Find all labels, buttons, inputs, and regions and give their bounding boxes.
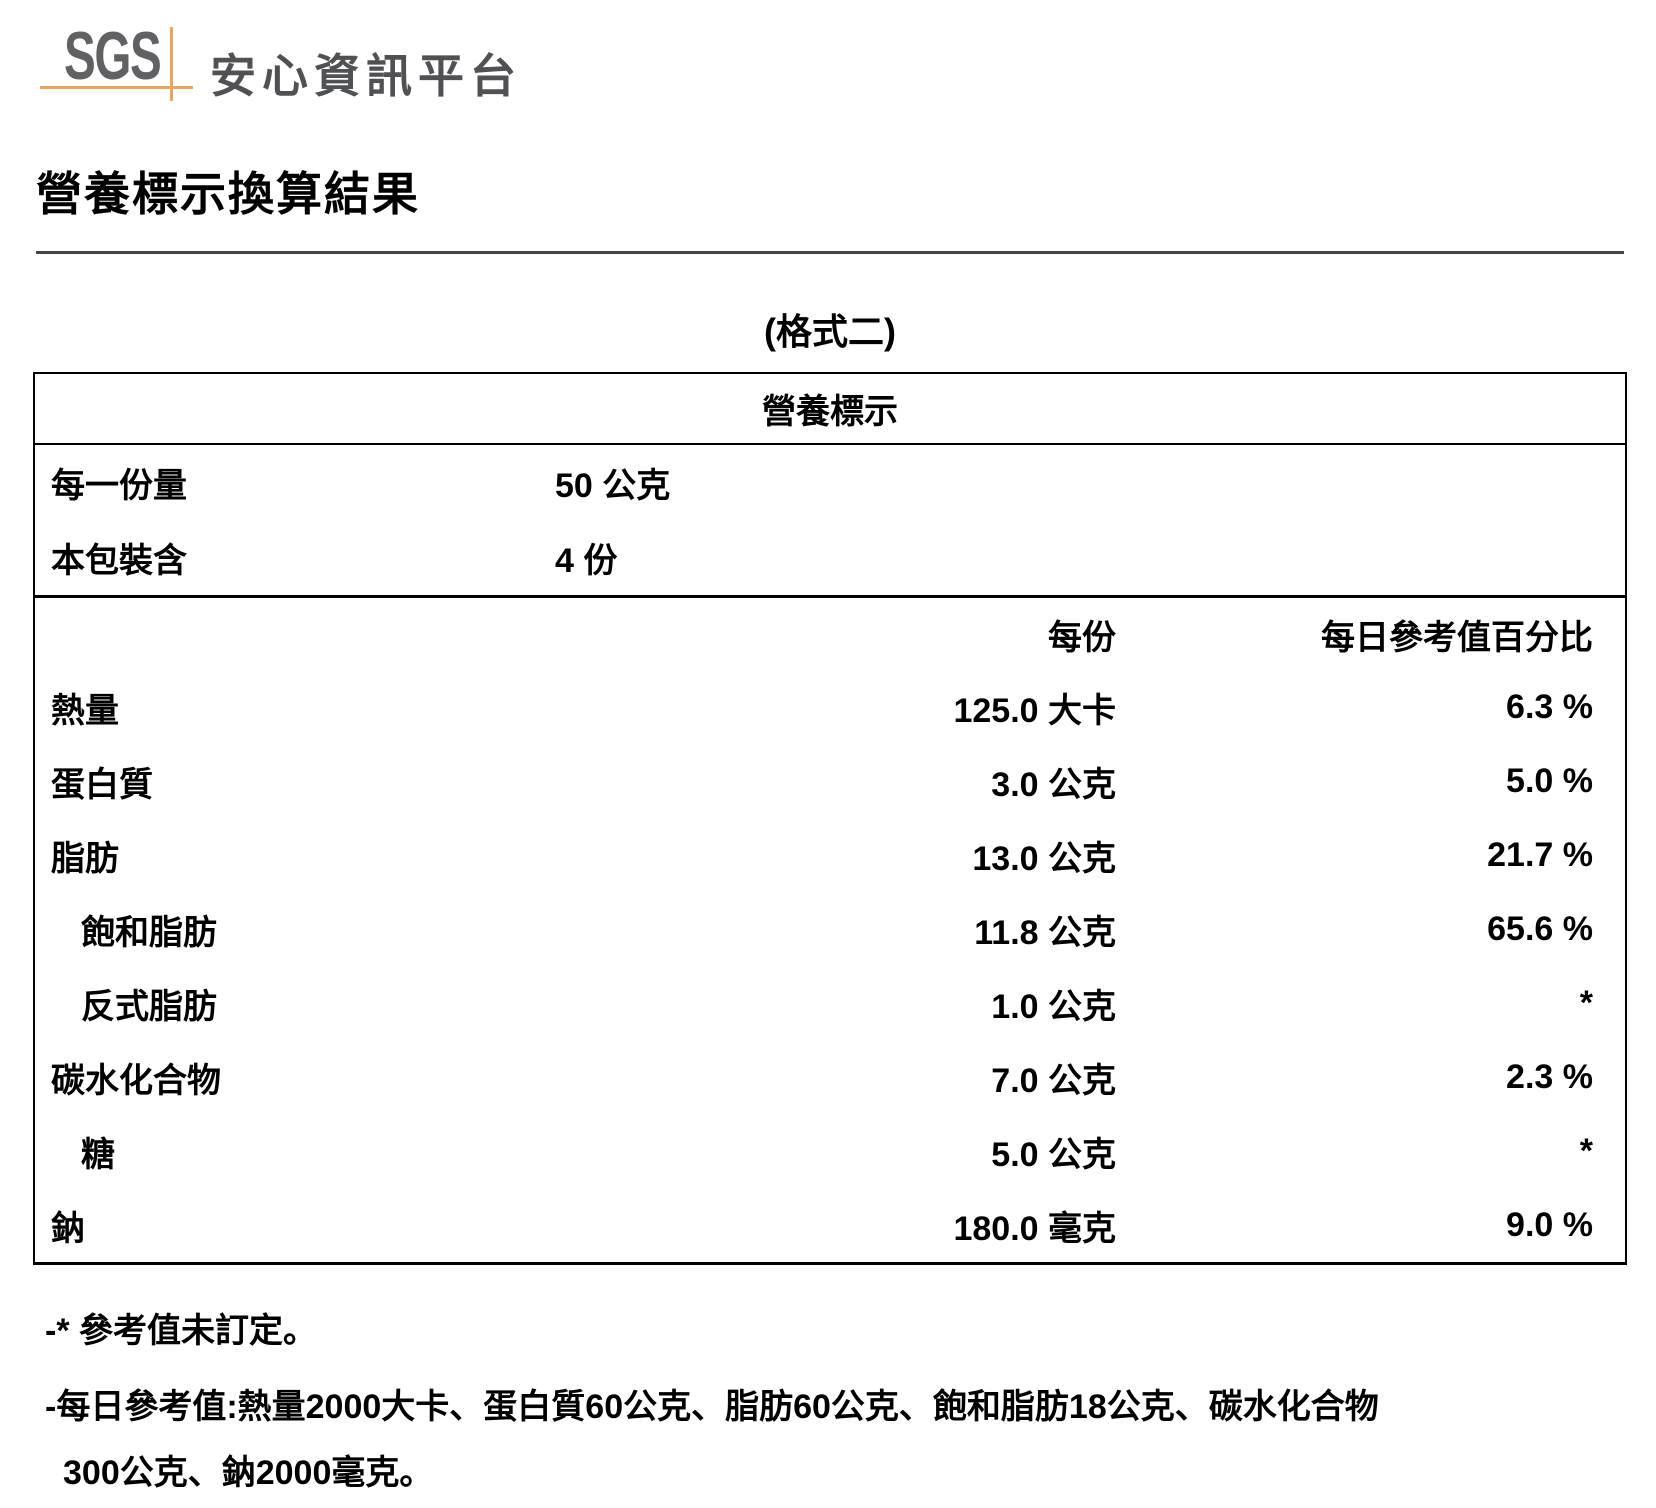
page-title: 營養標示換算結果 [36, 168, 420, 220]
nutrient-daily-pct: 6.3 % [1506, 687, 1593, 726]
nutrient-daily-pct: 9.0 % [1506, 1205, 1593, 1244]
format-label: (格式二) [764, 311, 896, 352]
footnote-daily-reference-line1: -每日參考值:熱量2000大卡、蛋白質60公克、脂肪60公克、飽和脂肪18公克、… [45, 1388, 1379, 1426]
nutrient-label: 飽和脂肪 [81, 913, 217, 952]
logo-vertical-line [170, 27, 173, 101]
serving-size-row: 每一份量 50 公克 [35, 445, 1625, 520]
nutrient-per-serving: 13.0 公克 [972, 839, 1116, 878]
sgs-logo-text: SGS [64, 18, 162, 94]
table-row-carbohydrate: 碳水化合物 7.0 公克 2.3 % [35, 1040, 1625, 1114]
nutrient-label: 鈉 [51, 1209, 85, 1248]
nutrient-label: 反式脂肪 [81, 987, 217, 1026]
table-row-sugar: 糖 5.0 公克 * [35, 1114, 1625, 1188]
servings-per-package-row: 本包裝含 4 份 [35, 520, 1625, 595]
nutrient-daily-pct: 21.7 % [1487, 835, 1593, 874]
nutrient-label: 熱量 [51, 691, 119, 730]
nutrient-per-serving: 3.0 公克 [991, 765, 1116, 804]
nutrient-daily-pct: * [1579, 983, 1593, 1022]
nutrient-per-serving: 180.0 毫克 [953, 1209, 1116, 1248]
table-row-calories: 熱量 125.0 大卡 6.3 % [35, 670, 1625, 744]
table-row-sodium: 鈉 180.0 毫克 9.0 % [35, 1188, 1625, 1262]
logo-horizontal-line [40, 86, 193, 89]
platform-name: 安心資訊平台 [210, 50, 522, 102]
table-row-saturated-fat: 飽和脂肪 11.8 公克 65.6 % [35, 892, 1625, 966]
table-row-trans-fat: 反式脂肪 1.0 公克 * [35, 966, 1625, 1040]
table-row-protein: 蛋白質 3.0 公克 5.0 % [35, 744, 1625, 818]
nutrient-daily-pct: 2.3 % [1506, 1057, 1593, 1096]
nutrient-daily-pct: 65.6 % [1487, 909, 1593, 948]
table-row-fat: 脂肪 13.0 公克 21.7 % [35, 818, 1625, 892]
nutrient-label: 碳水化合物 [51, 1061, 221, 1100]
per-serving-column-header: 每份 [1048, 618, 1116, 657]
nutrient-per-serving: 1.0 公克 [991, 987, 1116, 1026]
nutrient-per-serving: 11.8 公克 [974, 913, 1116, 952]
nutrient-label: 脂肪 [51, 839, 119, 878]
title-divider [36, 251, 1624, 254]
nutrient-per-serving: 125.0 大卡 [953, 691, 1116, 730]
nutrient-column-header-row: 每份 每日參考值百分比 [35, 598, 1625, 670]
footnotes: -* 參考值未訂定。 -每日參考值:熱量2000大卡、蛋白質60公克、脂肪60公… [45, 1314, 1379, 1490]
servings-per-package-value: 4 份 [555, 542, 618, 580]
nutrition-table-title: 營養標示 [35, 374, 1625, 445]
daily-value-column-header: 每日參考值百分比 [1321, 618, 1593, 657]
nutrient-label: 糖 [81, 1135, 115, 1174]
serving-size-value: 50 公克 [555, 467, 671, 505]
footnote-undefined-reference: -* 參考值未訂定。 [45, 1312, 317, 1350]
nutrient-section: 每份 每日參考值百分比 熱量 125.0 大卡 6.3 % 蛋白質 3.0 公克… [35, 595, 1625, 1262]
nutrition-table: 營養標示 每一份量 50 公克 本包裝含 4 份 每份 每日參考值百分比 熱量 … [33, 372, 1627, 1265]
servings-per-package-label: 本包裝含 [51, 542, 187, 580]
footnote-daily-reference-line2: 300公克、鈉2000毫克。 [63, 1454, 434, 1492]
serving-size-label: 每一份量 [51, 467, 187, 505]
footnote-daily-reference: -每日參考值:熱量2000大卡、蛋白質60公克、脂肪60公克、飽和脂肪18公克、… [45, 1390, 1379, 1490]
nutrient-label: 蛋白質 [51, 765, 153, 804]
sgs-logo[interactable]: SGS 安心資訊平台 [0, 0, 600, 120]
nutrient-per-serving: 5.0 公克 [991, 1135, 1116, 1174]
nutrient-daily-pct: 5.0 % [1506, 761, 1593, 800]
nutrient-per-serving: 7.0 公克 [991, 1061, 1116, 1100]
nutrient-daily-pct: * [1579, 1131, 1593, 1170]
